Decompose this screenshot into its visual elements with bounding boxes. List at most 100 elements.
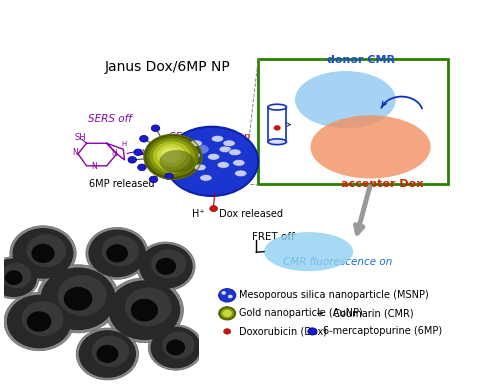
Ellipse shape xyxy=(208,153,220,160)
Text: Mesoporous silica nanoparticle (MSNP): Mesoporous silica nanoparticle (MSNP) xyxy=(239,290,428,300)
Ellipse shape xyxy=(160,150,194,172)
Circle shape xyxy=(12,228,74,279)
Ellipse shape xyxy=(146,136,199,177)
Circle shape xyxy=(131,299,158,321)
Circle shape xyxy=(151,125,160,131)
Text: 6-mercaptopurine (6MP): 6-mercaptopurine (6MP) xyxy=(324,326,442,336)
Ellipse shape xyxy=(150,139,195,174)
Text: SERS on: SERS on xyxy=(169,132,212,142)
Circle shape xyxy=(0,256,39,299)
Text: N: N xyxy=(92,162,97,171)
Circle shape xyxy=(88,230,146,277)
FancyBboxPatch shape xyxy=(258,59,448,184)
Text: Doxorubicin (Dox): Doxorubicin (Dox) xyxy=(239,326,327,336)
Text: N: N xyxy=(111,149,116,158)
Circle shape xyxy=(92,336,129,367)
Text: N: N xyxy=(72,148,78,157)
Circle shape xyxy=(166,339,185,355)
Text: Dox released: Dox released xyxy=(216,209,282,219)
Ellipse shape xyxy=(153,141,190,170)
Text: acceptor Dox: acceptor Dox xyxy=(341,179,423,189)
Ellipse shape xyxy=(232,160,245,166)
Circle shape xyxy=(274,125,280,131)
Ellipse shape xyxy=(188,144,209,154)
Ellipse shape xyxy=(144,134,202,179)
Circle shape xyxy=(140,135,148,142)
Circle shape xyxy=(162,332,194,359)
Text: donor CMR: donor CMR xyxy=(327,56,395,65)
Circle shape xyxy=(64,287,92,311)
Circle shape xyxy=(210,206,218,212)
Ellipse shape xyxy=(220,308,234,319)
Ellipse shape xyxy=(223,140,235,147)
Ellipse shape xyxy=(310,115,430,178)
Circle shape xyxy=(102,235,139,266)
Text: H: H xyxy=(122,141,127,147)
Text: SERS off: SERS off xyxy=(88,114,132,124)
Circle shape xyxy=(7,295,71,348)
Text: FRET on: FRET on xyxy=(208,132,250,142)
Ellipse shape xyxy=(161,147,181,163)
Circle shape xyxy=(150,326,200,368)
Text: Gold nanoparticle (AuNP): Gold nanoparticle (AuNP) xyxy=(239,308,362,318)
Circle shape xyxy=(224,329,230,334)
Text: SH: SH xyxy=(75,133,86,142)
Ellipse shape xyxy=(295,71,396,128)
Text: GSH: GSH xyxy=(147,143,168,153)
Circle shape xyxy=(150,176,158,183)
Text: CMR fluorescence on: CMR fluorescence on xyxy=(283,257,393,267)
Circle shape xyxy=(108,280,180,340)
Ellipse shape xyxy=(222,310,232,317)
Circle shape xyxy=(148,325,203,370)
Circle shape xyxy=(37,265,119,333)
Ellipse shape xyxy=(190,140,202,147)
Circle shape xyxy=(139,244,193,289)
FancyBboxPatch shape xyxy=(268,107,286,142)
Ellipse shape xyxy=(268,139,286,145)
Ellipse shape xyxy=(188,152,200,159)
Text: Janus Dox/6MP NP: Janus Dox/6MP NP xyxy=(104,61,230,74)
Circle shape xyxy=(156,258,176,275)
Circle shape xyxy=(1,263,32,288)
Text: H⁺: H⁺ xyxy=(192,209,205,219)
Circle shape xyxy=(128,156,136,163)
Ellipse shape xyxy=(234,170,247,177)
Ellipse shape xyxy=(194,164,206,171)
Circle shape xyxy=(136,242,195,291)
Circle shape xyxy=(26,234,66,267)
Circle shape xyxy=(125,287,172,326)
Circle shape xyxy=(228,295,232,298)
Circle shape xyxy=(151,249,186,278)
Circle shape xyxy=(86,228,148,279)
Circle shape xyxy=(308,328,317,335)
Text: +   Coumarin (CMR): + Coumarin (CMR) xyxy=(316,308,414,318)
Ellipse shape xyxy=(268,104,286,110)
Circle shape xyxy=(58,275,107,316)
Ellipse shape xyxy=(264,232,353,271)
Circle shape xyxy=(222,291,226,295)
Circle shape xyxy=(0,258,37,297)
Circle shape xyxy=(138,164,146,170)
Ellipse shape xyxy=(165,127,258,196)
Ellipse shape xyxy=(217,161,230,168)
Circle shape xyxy=(27,311,52,332)
Text: FRET off: FRET off xyxy=(252,231,295,242)
Ellipse shape xyxy=(200,174,212,181)
Text: 6MP released: 6MP released xyxy=(89,179,154,189)
Ellipse shape xyxy=(157,144,186,167)
Ellipse shape xyxy=(218,307,236,320)
Text: 20 nm: 20 nm xyxy=(12,364,32,369)
Circle shape xyxy=(106,244,128,262)
Ellipse shape xyxy=(219,146,232,152)
Circle shape xyxy=(78,330,136,378)
Circle shape xyxy=(76,328,138,380)
Circle shape xyxy=(218,289,236,302)
Circle shape xyxy=(22,301,64,336)
Circle shape xyxy=(32,244,54,263)
Circle shape xyxy=(5,270,22,285)
Circle shape xyxy=(4,292,74,351)
Circle shape xyxy=(96,345,118,363)
Circle shape xyxy=(106,278,184,343)
Circle shape xyxy=(134,149,142,156)
Circle shape xyxy=(10,226,76,281)
